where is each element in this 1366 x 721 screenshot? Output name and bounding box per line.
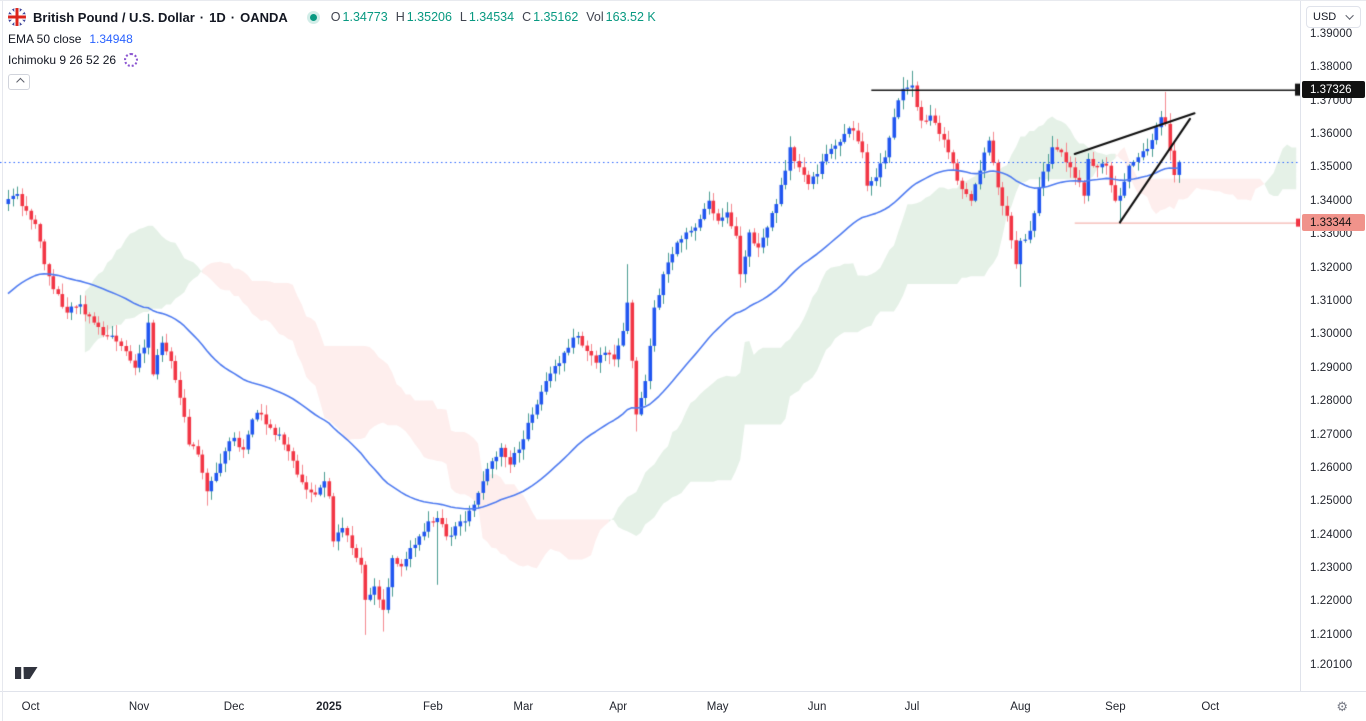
close-label: C: [522, 10, 532, 24]
exchange-label[interactable]: OANDA: [240, 9, 288, 25]
price-tick-label: 1.22000: [1310, 595, 1353, 608]
separator-dot: ·: [230, 9, 236, 25]
volume-value: 163.52 K: [605, 10, 656, 24]
price-tick-label: 1.38000: [1310, 61, 1353, 74]
price-axis[interactable]: USD 1.39000 1.38000 1.37000 1.36000 1.35000 1…: [1300, 1, 1366, 691]
price-chart-canvas[interactable]: [0, 1, 1300, 691]
high-label: H: [395, 10, 405, 24]
price-tick-label: 1.30000: [1310, 328, 1353, 341]
time-tick-label: Dec: [223, 701, 245, 713]
ohlc-values: O 1.34773 H 1.35206 L 1.34534 C 1.35162 Vol 1…: [331, 10, 656, 24]
timeframe-label[interactable]: 1D: [209, 9, 226, 25]
time-tick-label: Sep: [1105, 701, 1126, 713]
open-value: 1.34773: [342, 10, 388, 24]
high-value: 1.35206: [406, 10, 452, 24]
symbol-title[interactable]: British Pound / U.S. Dollar: [33, 9, 195, 25]
price-tick-label: 1.24000: [1310, 528, 1353, 541]
currency-label: USD: [1313, 11, 1337, 23]
time-tick-label: Aug: [1010, 701, 1031, 713]
price-tick-label: 1.36000: [1310, 127, 1353, 140]
price-tick-label: 1.35000: [1310, 161, 1353, 174]
indicator-ema-row[interactable]: EMA 50 close 1.34948: [8, 28, 656, 49]
price-tick-label: 1.34000: [1310, 194, 1353, 207]
price-tick-label: 1.28000: [1310, 395, 1353, 408]
price-tick-label: 1.23000: [1310, 562, 1353, 575]
left-hairline: [2, 1, 3, 721]
low-label: L: [459, 10, 467, 24]
price-badge-black: 1.37326: [1302, 81, 1365, 99]
time-tick-label: Mar: [513, 701, 534, 713]
time-tick-label: May: [706, 701, 729, 713]
time-tick-label: Apr: [609, 701, 628, 713]
settings-gear-icon[interactable]: ⚙: [1336, 699, 1348, 714]
time-tick-label: Jun: [807, 701, 827, 713]
ema-indicator-label: EMA 50 close: [8, 31, 82, 46]
price-tick-label: 1.31000: [1310, 294, 1353, 307]
separator-dot: ·: [199, 9, 205, 25]
price-tick-label: 1.32000: [1310, 261, 1353, 274]
time-tick-label: 2025: [316, 701, 342, 713]
symbol-legend-row: British Pound / U.S. Dollar · 1D · OANDA…: [8, 6, 656, 28]
price-tick-label: 1.21000: [1310, 628, 1353, 641]
time-tick-label: Oct: [1201, 701, 1220, 713]
low-value: 1.34534: [468, 10, 515, 24]
volume-label: Vol: [586, 10, 604, 24]
price-badge-salmon: 1.33344: [1302, 214, 1365, 232]
market-status-dot: [309, 13, 317, 21]
time-tick-label: Jul: [904, 701, 920, 713]
tradingview-logo[interactable]: [15, 664, 38, 684]
time-axis[interactable]: Oct Nov Dec 2025 Feb Mar Apr May Jun Jul Aug Sep Oct…: [0, 691, 1366, 721]
price-tick-label: 1.33000: [1310, 228, 1353, 241]
price-tick-label: 1.39000: [1310, 27, 1353, 40]
chevron-up-icon: [16, 77, 25, 87]
price-tick-label: 1.26000: [1310, 461, 1353, 474]
time-tick-label: Feb: [422, 701, 443, 713]
indicator-ichimoku-row[interactable]: Ichimoku 9 26 52 26: [8, 49, 656, 70]
price-tick-label: 1.20100: [1310, 658, 1353, 671]
time-tick-label: Nov: [128, 701, 150, 713]
chevron-down-icon: [1345, 11, 1354, 20]
price-tick-label: 1.25000: [1310, 495, 1353, 508]
ichimoku-indicator-label: Ichimoku 9 26 52 26: [8, 52, 117, 67]
currency-toggle-button[interactable]: USD: [1306, 6, 1361, 28]
price-tick-label: 1.29000: [1310, 361, 1353, 374]
ema-indicator-value: 1.34948: [89, 31, 133, 46]
chart-legend: British Pound / U.S. Dollar · 1D · OANDA…: [8, 6, 656, 90]
time-tick-label: Oct: [21, 701, 40, 713]
open-label: O: [330, 10, 341, 24]
close-value: 1.35162: [533, 10, 579, 24]
gbp-flag-icon: [8, 8, 26, 26]
ichimoku-loading-icon: [124, 52, 139, 67]
price-tick-label: 1.27000: [1310, 428, 1353, 441]
chart-pane: British Pound / U.S. Dollar · 1D · OANDA…: [0, 1, 1300, 691]
legend-collapse-button[interactable]: [8, 74, 30, 90]
